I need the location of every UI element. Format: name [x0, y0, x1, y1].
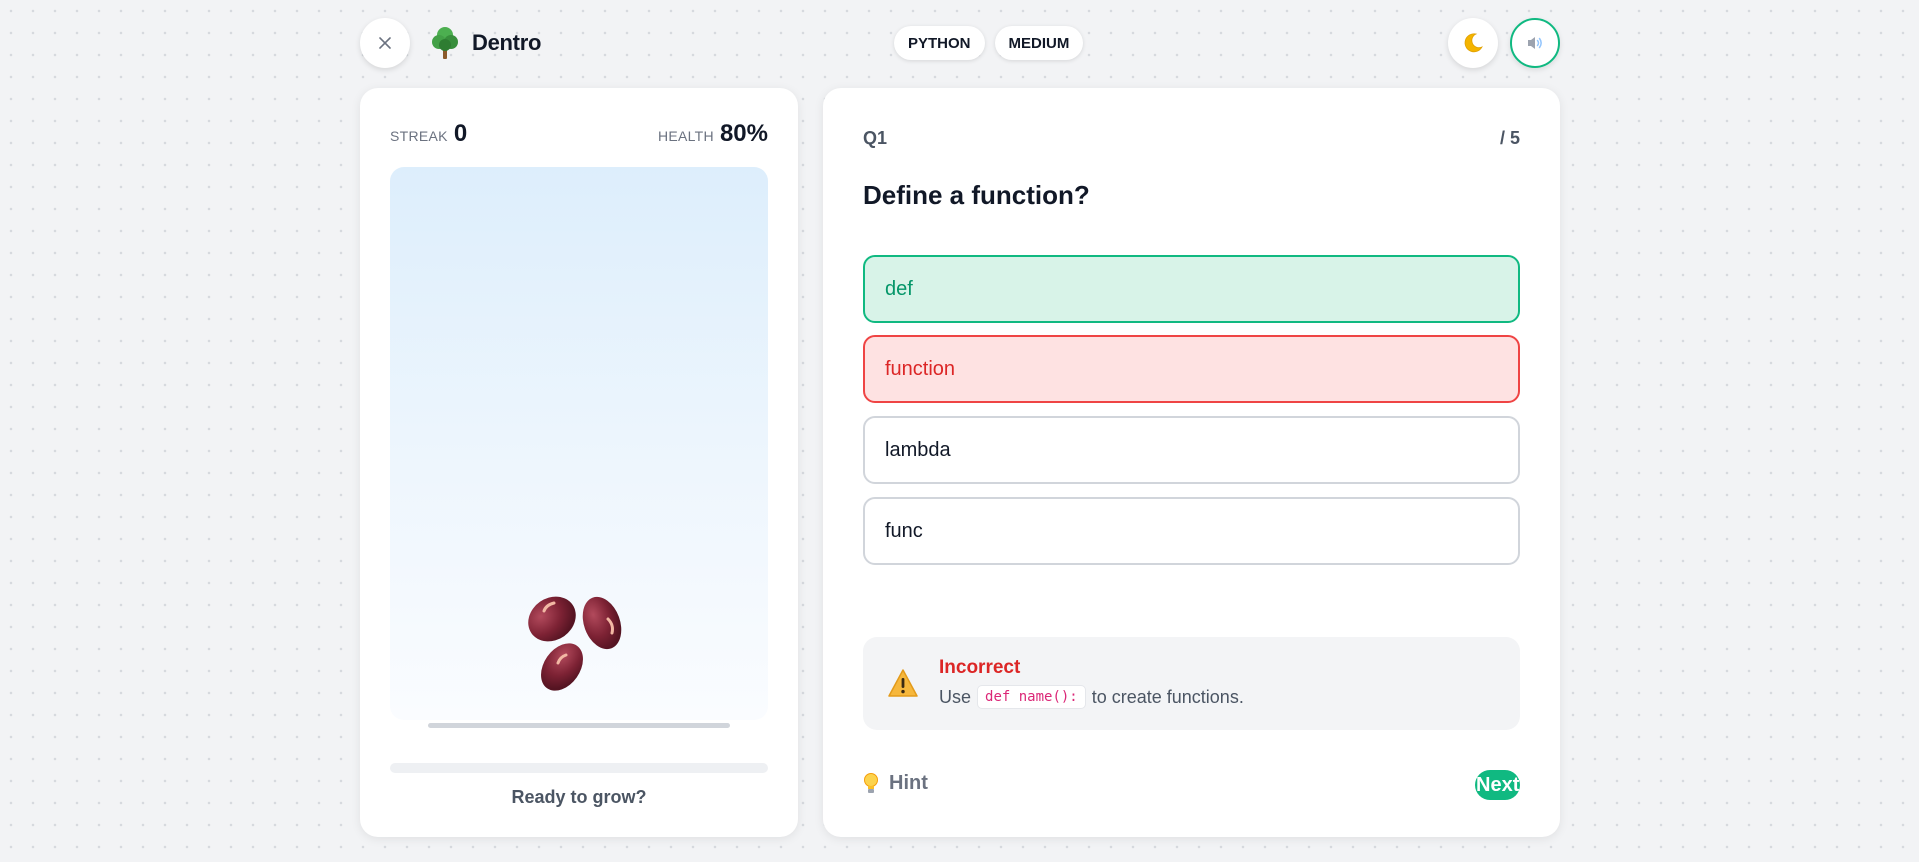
- growth-progress-bar: [390, 763, 768, 773]
- feedback-prefix: Use: [939, 686, 972, 707]
- speaker-icon: [1528, 37, 1542, 49]
- hint-button[interactable]: Hint: [863, 772, 928, 795]
- question-text: Define a function?: [863, 180, 1090, 210]
- hint-label: Hint: [889, 772, 928, 794]
- health-stat: HEALTH 80%: [658, 120, 768, 148]
- feedback-title: Incorrect: [939, 657, 1021, 678]
- answer-option-wrong[interactable]: function: [863, 335, 1520, 403]
- quiz-tags: PYTHON MEDIUM: [894, 26, 1084, 60]
- option-label: lambda: [885, 438, 951, 461]
- theme-toggle-button[interactable]: [1448, 18, 1498, 68]
- warning-icon: [888, 669, 918, 697]
- streak-value: 0: [453, 120, 468, 147]
- seeds-icon: [528, 596, 622, 691]
- health-value: 80%: [719, 120, 768, 147]
- option-label: function: [885, 357, 956, 380]
- moon-icon: [1464, 33, 1483, 53]
- question-number: Q1: [863, 128, 888, 148]
- close-button[interactable]: [360, 18, 410, 68]
- answer-option[interactable]: func: [863, 497, 1520, 565]
- health-label: HEALTH: [657, 128, 714, 144]
- streak-stat: STREAK 0: [390, 120, 467, 148]
- language-badge: PYTHON: [894, 26, 985, 60]
- sound-toggle-button[interactable]: [1510, 18, 1560, 68]
- close-icon: [379, 37, 391, 49]
- streak-label: STREAK: [390, 128, 448, 144]
- top-bar: Dentro PYTHON MEDIUM: [360, 18, 1560, 70]
- next-button[interactable]: Next: [1475, 770, 1520, 800]
- plant-status-text: Ready to grow?: [511, 787, 647, 807]
- plant-scene: [390, 167, 768, 728]
- question-total: / 5: [1499, 128, 1520, 148]
- brand: Dentro: [430, 26, 541, 60]
- feedback-message: Use def name(): to create functions.: [939, 685, 1244, 709]
- app-name: Dentro: [472, 30, 542, 55]
- plant-panel: STREAK 0 HEALTH 80% Ready to gr: [360, 88, 798, 837]
- quiz-panel: Q1 / 5 Define a function? def function l…: [823, 88, 1560, 837]
- option-label: func: [885, 519, 923, 542]
- option-label: def: [885, 277, 913, 300]
- ground-line: [428, 723, 730, 728]
- answer-option[interactable]: lambda: [863, 416, 1520, 484]
- difficulty-badge: MEDIUM: [994, 26, 1084, 60]
- code-snippet: def name():: [977, 685, 1086, 709]
- answer-option-correct[interactable]: def: [863, 255, 1520, 323]
- lightbulb-icon: [864, 772, 878, 793]
- feedback-suffix: to create functions.: [1091, 686, 1244, 707]
- tree-icon: [432, 27, 458, 59]
- stats-row: STREAK 0 HEALTH 80%: [390, 118, 768, 148]
- feedback-box: Incorrect Use def name(): to create func…: [863, 637, 1520, 730]
